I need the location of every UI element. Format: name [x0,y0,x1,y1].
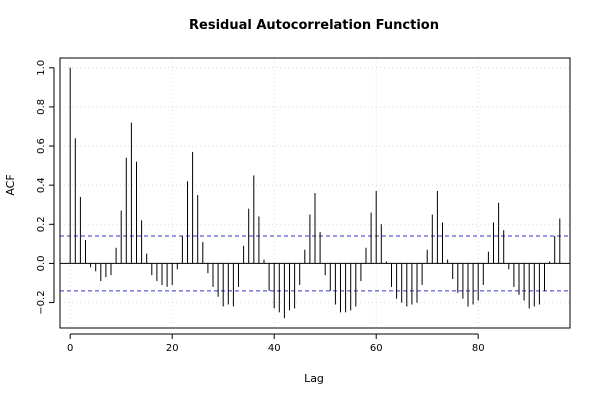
axes: 0 20 40 60 80 −0.2 0.0 0.2 0.4 0.6 0.8 1.0 [36,60,485,354]
y-tick-label-4: 0.6 [36,138,47,154]
y-axis-label: ACF [4,174,17,195]
x-axis-label: Lag [304,372,324,385]
y-tick-label-1: 0.0 [36,255,47,271]
y-tick-label-3: 0.4 [36,177,47,193]
y-tick-label-2: 0.2 [36,216,47,232]
x-tick-label-1: 20 [166,343,179,354]
x-tick-label-3: 60 [370,343,383,354]
acf-bars [69,67,561,319]
y-tick-label-6: 1.0 [36,60,47,76]
chart-title: Residual Autocorrelation Function [189,18,439,33]
plot-frame [59,57,571,329]
x-tick-label-2: 40 [268,343,281,354]
x-tick-label-4: 80 [472,343,485,354]
y-tick-label-0: −0.2 [36,290,47,314]
y-tick-label-5: 0.8 [36,99,47,115]
x-tick-label-0: 0 [67,343,73,354]
